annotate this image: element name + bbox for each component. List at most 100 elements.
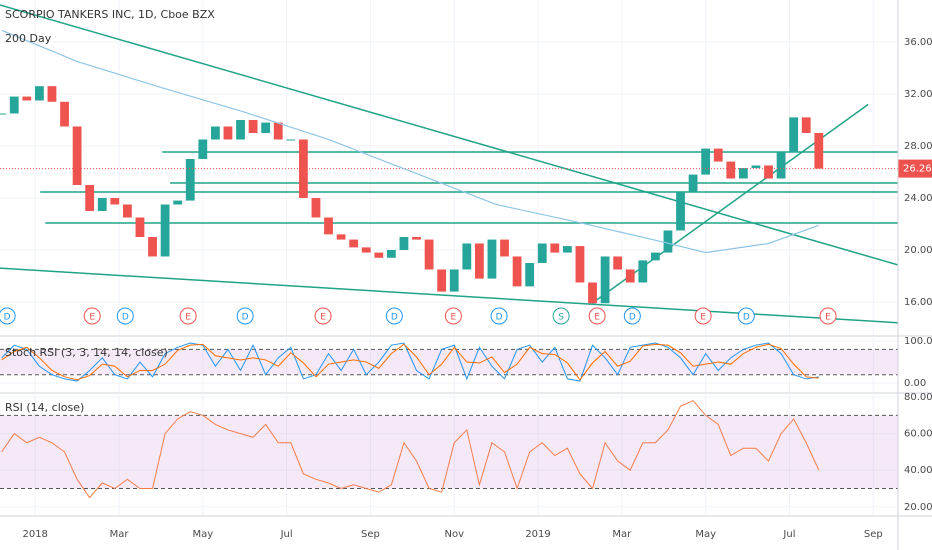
pane-title: SCORPIO TANKERS INC, 1D, Cboe BZX bbox=[5, 8, 215, 21]
candle bbox=[386, 249, 396, 258]
candle bbox=[0, 113, 7, 115]
y-tick-label: 60.00 bbox=[904, 429, 932, 440]
event-label: D bbox=[391, 313, 398, 323]
candle bbox=[261, 122, 271, 133]
y-tick-label: 28.00 bbox=[904, 141, 932, 152]
candle bbox=[324, 217, 333, 235]
candle bbox=[135, 217, 145, 237]
candle bbox=[248, 119, 258, 133]
x-tick-label: May bbox=[695, 529, 716, 540]
y-tick-label: 40.00 bbox=[904, 465, 932, 476]
candle bbox=[713, 148, 723, 162]
candle bbox=[47, 86, 57, 102]
x-tick-label: 2018 bbox=[22, 529, 47, 540]
candle bbox=[110, 197, 120, 205]
event-marker bbox=[444, 307, 462, 325]
event-label: E bbox=[594, 313, 600, 323]
event-marker bbox=[588, 307, 606, 325]
legend-label: 200 Day bbox=[5, 32, 52, 45]
event-label: D bbox=[4, 313, 11, 323]
candle bbox=[236, 119, 245, 140]
y-tick-label: 100.00 bbox=[904, 336, 932, 347]
candle bbox=[500, 239, 509, 257]
event-label: E bbox=[451, 313, 457, 323]
x-tick-label: Sep bbox=[361, 529, 380, 540]
event-marker bbox=[83, 307, 101, 325]
event-label: E bbox=[89, 313, 95, 323]
candle bbox=[286, 139, 296, 141]
event-label: E bbox=[185, 313, 191, 323]
candle bbox=[361, 247, 371, 253]
event-label: D bbox=[242, 313, 249, 323]
event-label: E bbox=[825, 313, 831, 323]
x-tick-label: Mar bbox=[612, 529, 632, 540]
candle bbox=[437, 269, 447, 292]
y-tick-label: 80.00 bbox=[904, 392, 932, 403]
candle bbox=[764, 165, 773, 179]
candle bbox=[9, 96, 19, 114]
event-marker bbox=[0, 307, 16, 325]
candle bbox=[97, 197, 107, 211]
candle bbox=[789, 117, 799, 153]
candle bbox=[85, 184, 95, 211]
candle bbox=[173, 200, 183, 205]
event-marker bbox=[236, 307, 254, 325]
candle bbox=[60, 101, 69, 127]
candle bbox=[223, 126, 233, 140]
event-marker bbox=[552, 307, 570, 325]
event-marker bbox=[314, 307, 332, 325]
ma-line bbox=[1, 29, 820, 254]
event-label: D bbox=[743, 313, 750, 323]
event-label: S bbox=[558, 313, 564, 323]
candle bbox=[349, 239, 359, 248]
candle bbox=[22, 96, 32, 101]
event-label: D bbox=[496, 313, 503, 323]
x-tick-label: Sep bbox=[864, 529, 883, 540]
indicator-line bbox=[1, 343, 819, 381]
event-marker bbox=[819, 307, 837, 325]
candle bbox=[512, 256, 522, 287]
candle bbox=[311, 197, 321, 218]
candle bbox=[676, 191, 685, 231]
candle bbox=[210, 126, 220, 140]
event-marker bbox=[385, 307, 403, 325]
candle bbox=[638, 260, 648, 283]
candle bbox=[424, 239, 434, 270]
pane-title: RSI (14, close) bbox=[5, 401, 84, 414]
candle bbox=[663, 230, 673, 253]
candle bbox=[575, 246, 585, 283]
y-tick-label: 24.00 bbox=[904, 193, 932, 204]
candle bbox=[650, 252, 660, 261]
candle bbox=[588, 282, 597, 304]
candle bbox=[550, 243, 560, 253]
x-tick-label: Mar bbox=[110, 529, 130, 540]
candle bbox=[160, 204, 170, 257]
y-tick-label: 36.00 bbox=[904, 37, 932, 48]
candle bbox=[701, 148, 711, 175]
candle bbox=[72, 126, 82, 185]
candle bbox=[336, 234, 346, 240]
candle bbox=[625, 269, 635, 283]
candle bbox=[814, 132, 824, 169]
candle bbox=[726, 161, 736, 179]
y-tick-label: 20.00 bbox=[904, 245, 932, 256]
candle bbox=[122, 204, 132, 218]
candle bbox=[537, 243, 547, 263]
candle bbox=[525, 262, 535, 287]
pane-title: Stoch RSI (3, 3, 14, 14, close) bbox=[5, 346, 168, 359]
y-tick-label: 20.00 bbox=[904, 502, 932, 513]
event-label: E bbox=[320, 313, 326, 323]
candle bbox=[185, 158, 195, 201]
x-tick-label: May bbox=[192, 529, 213, 540]
candle bbox=[801, 117, 811, 133]
event-marker bbox=[179, 307, 197, 325]
candle bbox=[412, 236, 421, 240]
candle bbox=[374, 252, 384, 258]
event-marker bbox=[116, 307, 134, 325]
trend-line bbox=[0, 4, 899, 266]
candle bbox=[688, 174, 698, 192]
candle bbox=[474, 243, 484, 279]
event-marker bbox=[623, 307, 641, 325]
